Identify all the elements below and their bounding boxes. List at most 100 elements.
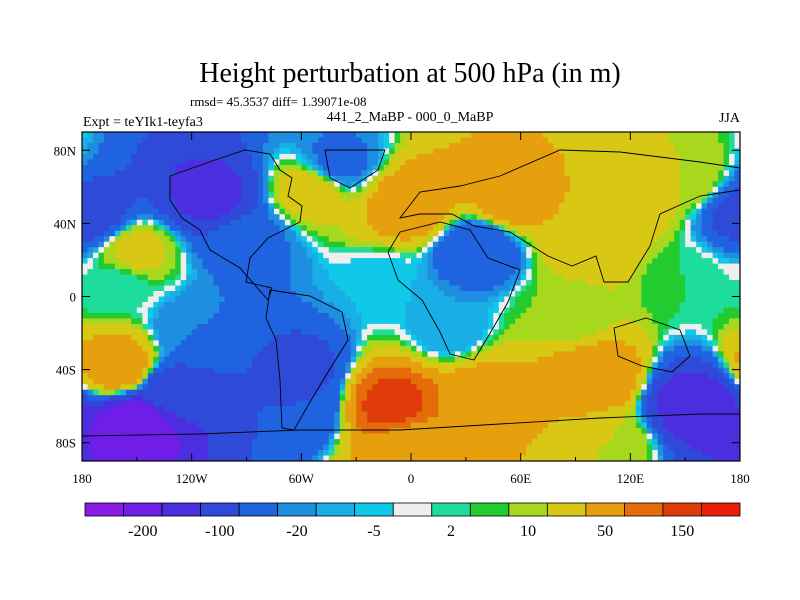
field-cell <box>427 236 434 243</box>
field-cell <box>438 334 445 341</box>
field-cell <box>679 197 686 204</box>
field-cell <box>230 296 237 303</box>
field-cell <box>476 247 483 254</box>
field-cell <box>301 247 308 254</box>
field-cell <box>279 318 286 325</box>
field-cell <box>559 170 566 177</box>
field-cell <box>295 312 302 320</box>
field-cell <box>98 312 105 320</box>
field-cell <box>454 285 461 292</box>
field-cell <box>334 252 341 259</box>
field-cell <box>241 345 248 352</box>
field-cell <box>246 203 253 210</box>
field-cell <box>246 132 253 139</box>
field-cell <box>679 263 686 270</box>
field-cell <box>421 159 429 166</box>
field-cell <box>657 175 664 182</box>
field-cell <box>421 340 429 347</box>
field-cell <box>718 186 725 193</box>
field-cell <box>608 203 615 210</box>
field-cell <box>125 186 132 193</box>
field-cell <box>186 247 193 254</box>
field-cell <box>427 192 434 199</box>
field-cell <box>608 340 615 347</box>
field-cell <box>306 291 313 298</box>
field-cell <box>504 334 511 341</box>
field-cell <box>356 280 363 287</box>
field-cell <box>372 323 379 330</box>
field-cell <box>487 280 494 287</box>
field-cell <box>668 241 675 248</box>
field-cell <box>613 181 620 188</box>
field-cell <box>208 159 215 166</box>
field-cell <box>180 340 187 347</box>
field-cell <box>356 329 363 336</box>
field-cell <box>136 137 143 144</box>
field-cell <box>443 247 450 254</box>
field-cell <box>224 252 231 259</box>
field-cell <box>498 132 505 139</box>
field-cell <box>361 247 368 254</box>
field-cell <box>92 225 100 232</box>
field-cell <box>191 197 198 204</box>
field-cell <box>537 345 544 352</box>
field-cell <box>602 225 609 232</box>
field-cell <box>657 192 664 199</box>
field-cell <box>98 356 105 363</box>
field-cell <box>570 214 577 221</box>
field-cell <box>383 291 390 298</box>
field-cell <box>224 148 231 155</box>
field-cell <box>476 208 483 215</box>
field-cell <box>531 252 538 259</box>
field-cell <box>657 230 664 237</box>
field-cell <box>312 142 319 150</box>
field-cell <box>602 153 609 161</box>
field-cell <box>284 340 291 347</box>
field-cell <box>476 214 483 221</box>
field-cell <box>92 307 100 314</box>
field-cell <box>169 186 176 193</box>
field-cell <box>602 351 609 358</box>
field-cell <box>707 175 714 182</box>
field-cell <box>465 230 472 237</box>
field-cell <box>520 280 527 287</box>
field-cell <box>290 164 297 171</box>
field-cell <box>312 296 319 303</box>
field-cell <box>438 230 445 237</box>
field-cell <box>696 280 703 287</box>
field-cell <box>471 148 478 155</box>
field-cell <box>443 236 450 243</box>
field-cell <box>186 186 193 193</box>
field-cell <box>504 274 511 281</box>
field-cell <box>509 345 516 352</box>
field-cell <box>334 236 341 243</box>
field-cell <box>471 312 478 320</box>
field-cell <box>652 312 659 320</box>
field-cell <box>334 132 341 139</box>
field-cell <box>92 137 100 144</box>
field-cell <box>131 192 138 199</box>
field-cell <box>317 301 324 309</box>
field-cell <box>103 285 111 292</box>
field-cell <box>114 340 121 347</box>
field-cell <box>586 230 593 237</box>
field-cell <box>564 148 571 155</box>
field-cell <box>175 252 182 259</box>
field-cell <box>400 340 407 347</box>
field-cell <box>570 203 577 210</box>
field-cell <box>372 280 379 287</box>
field-cell <box>674 296 681 303</box>
field-cell <box>257 269 264 276</box>
field-cell <box>186 164 193 171</box>
field-cell <box>103 153 111 161</box>
field-cell <box>125 345 132 352</box>
field-cell <box>389 137 396 144</box>
field-cell <box>175 230 182 237</box>
field-cell <box>208 236 215 243</box>
field-cell <box>498 312 505 320</box>
field-cell <box>98 225 105 232</box>
field-cell <box>339 252 346 259</box>
field-cell <box>608 153 615 161</box>
field-cell <box>334 301 341 309</box>
field-cell <box>208 186 215 193</box>
